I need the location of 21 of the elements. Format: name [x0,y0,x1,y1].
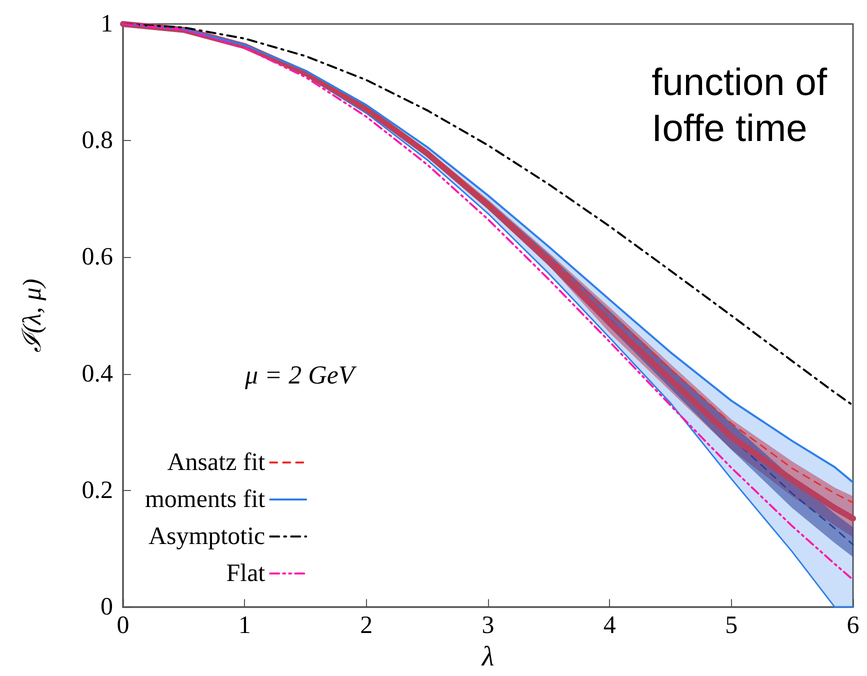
x-tick-label: 2 [360,612,373,640]
legend-label: Flat [226,560,266,587]
x-tick-label: 4 [603,612,616,640]
annotation: function of Ioffe time [652,62,828,150]
y-tick-label: 0.2 [82,476,113,504]
annotation: μ = 2 GeV [244,360,358,390]
line-series [122,23,854,406]
y-tick-label: 0.8 [82,127,113,154]
y-tick-label: 0.4 [82,360,114,388]
legend-label: moments fit [144,486,266,513]
legend-label: Ansatz fit [167,449,266,476]
y-tick-label: 0 [100,594,113,621]
y-axis-title: ℐ(λ, μ) [18,278,46,352]
y-tick-label: 1 [100,10,113,38]
x-tick-label: 1 [238,612,251,640]
x-tick-label: 5 [725,612,738,640]
x-tick-label: 3 [482,612,494,640]
legend-label: Asymptotic [148,523,266,550]
x-axis-title: λ [480,642,494,672]
y-tick-label: 0.6 [82,244,113,271]
x-tick-label: 6 [846,612,860,640]
